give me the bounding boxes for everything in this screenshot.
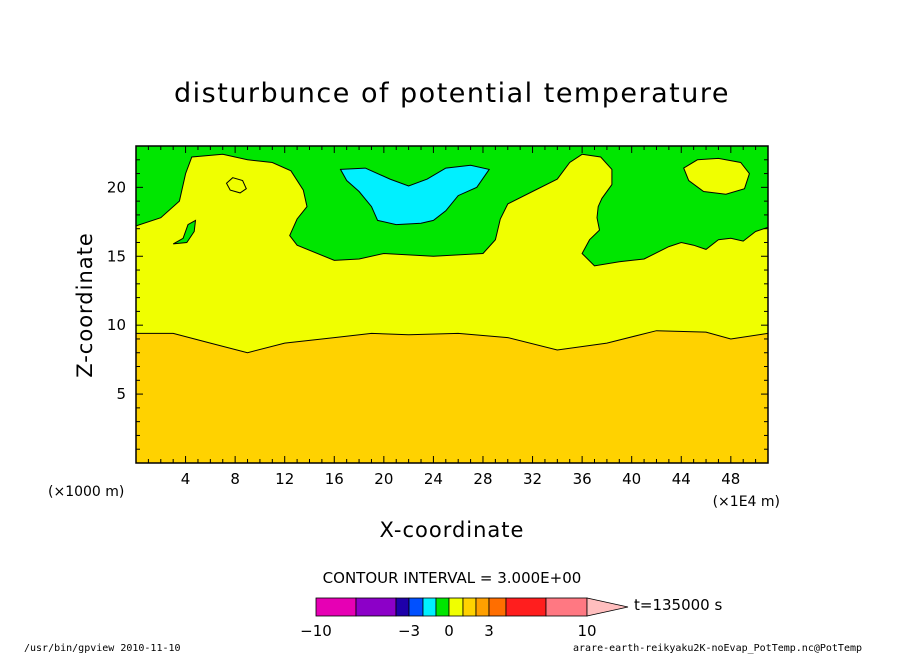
y-tick-label: 5 bbox=[116, 385, 126, 403]
colorbar-swatch bbox=[488, 597, 507, 617]
colorbar-swatch bbox=[355, 597, 397, 617]
x-unit-right: (×1E4 m) bbox=[713, 494, 780, 510]
x-unit-left: (×1000 m) bbox=[48, 484, 124, 500]
region-negative-blob bbox=[172, 219, 197, 245]
footer-left: /usr/bin/gpview 2010-11-10 bbox=[24, 643, 181, 654]
colorbar-swatch bbox=[545, 597, 588, 617]
x-tick-label: 36 bbox=[573, 470, 592, 488]
colorbar bbox=[315, 597, 629, 617]
colorbar-swatch bbox=[448, 597, 464, 617]
x-tick-label: 8 bbox=[230, 470, 240, 488]
colorbar-swatch bbox=[435, 597, 450, 617]
y-tick-label: 15 bbox=[107, 247, 126, 265]
colorbar-arrow bbox=[586, 597, 629, 617]
plot-frame bbox=[135, 145, 769, 464]
region-positive-patch-right bbox=[683, 157, 750, 195]
region-negative-0-3 bbox=[136, 146, 768, 267]
x-tick-label: 48 bbox=[721, 470, 740, 488]
colorbar-label: 10 bbox=[577, 622, 596, 640]
x-tick-label: 28 bbox=[473, 470, 492, 488]
chart-title: disturbunce of potential temperature bbox=[174, 78, 730, 109]
time-label: t=135000 s bbox=[634, 596, 722, 614]
axis-ticks bbox=[136, 146, 768, 463]
region-negative-3-6 bbox=[339, 164, 491, 226]
x-tick-label: 24 bbox=[424, 470, 443, 488]
region-positive-3-6 bbox=[136, 330, 768, 463]
colorbar-swatch bbox=[505, 597, 547, 617]
colorbar-label: 3 bbox=[484, 622, 494, 640]
x-tick-label: 44 bbox=[672, 470, 691, 488]
x-tick-label: 32 bbox=[523, 470, 542, 488]
colorbar-swatch bbox=[395, 597, 410, 617]
region-positive-patch-left bbox=[225, 177, 247, 194]
x-tick-label: 40 bbox=[622, 470, 641, 488]
x-tick-label: 20 bbox=[374, 470, 393, 488]
colorbar-swatch bbox=[475, 597, 490, 617]
colorbar-swatch bbox=[408, 597, 424, 617]
colorbar-swatch bbox=[462, 597, 477, 617]
y-axis-title: Z-coordinate bbox=[73, 232, 97, 378]
y-tick-label: 20 bbox=[107, 178, 126, 196]
x-tick-label: 4 bbox=[181, 470, 191, 488]
x-axis-title: X-coordinate bbox=[380, 518, 525, 542]
colorbar-label: 0 bbox=[444, 622, 454, 640]
y-tick-label: 10 bbox=[107, 316, 126, 334]
colorbar-label: −10 bbox=[300, 622, 332, 640]
x-tick-label: 16 bbox=[325, 470, 344, 488]
x-tick-label: 12 bbox=[275, 470, 294, 488]
colorbar-swatch bbox=[422, 597, 437, 617]
contour-interval-label: CONTOUR INTERVAL = 3.000E+00 bbox=[323, 569, 582, 587]
colorbar-label: −3 bbox=[398, 622, 420, 640]
footer-right: arare-earth-reikyaku2K-noEvap_PotTemp.nc… bbox=[573, 643, 862, 654]
colorbar-swatch bbox=[315, 597, 357, 617]
contour-fills bbox=[136, 146, 768, 463]
